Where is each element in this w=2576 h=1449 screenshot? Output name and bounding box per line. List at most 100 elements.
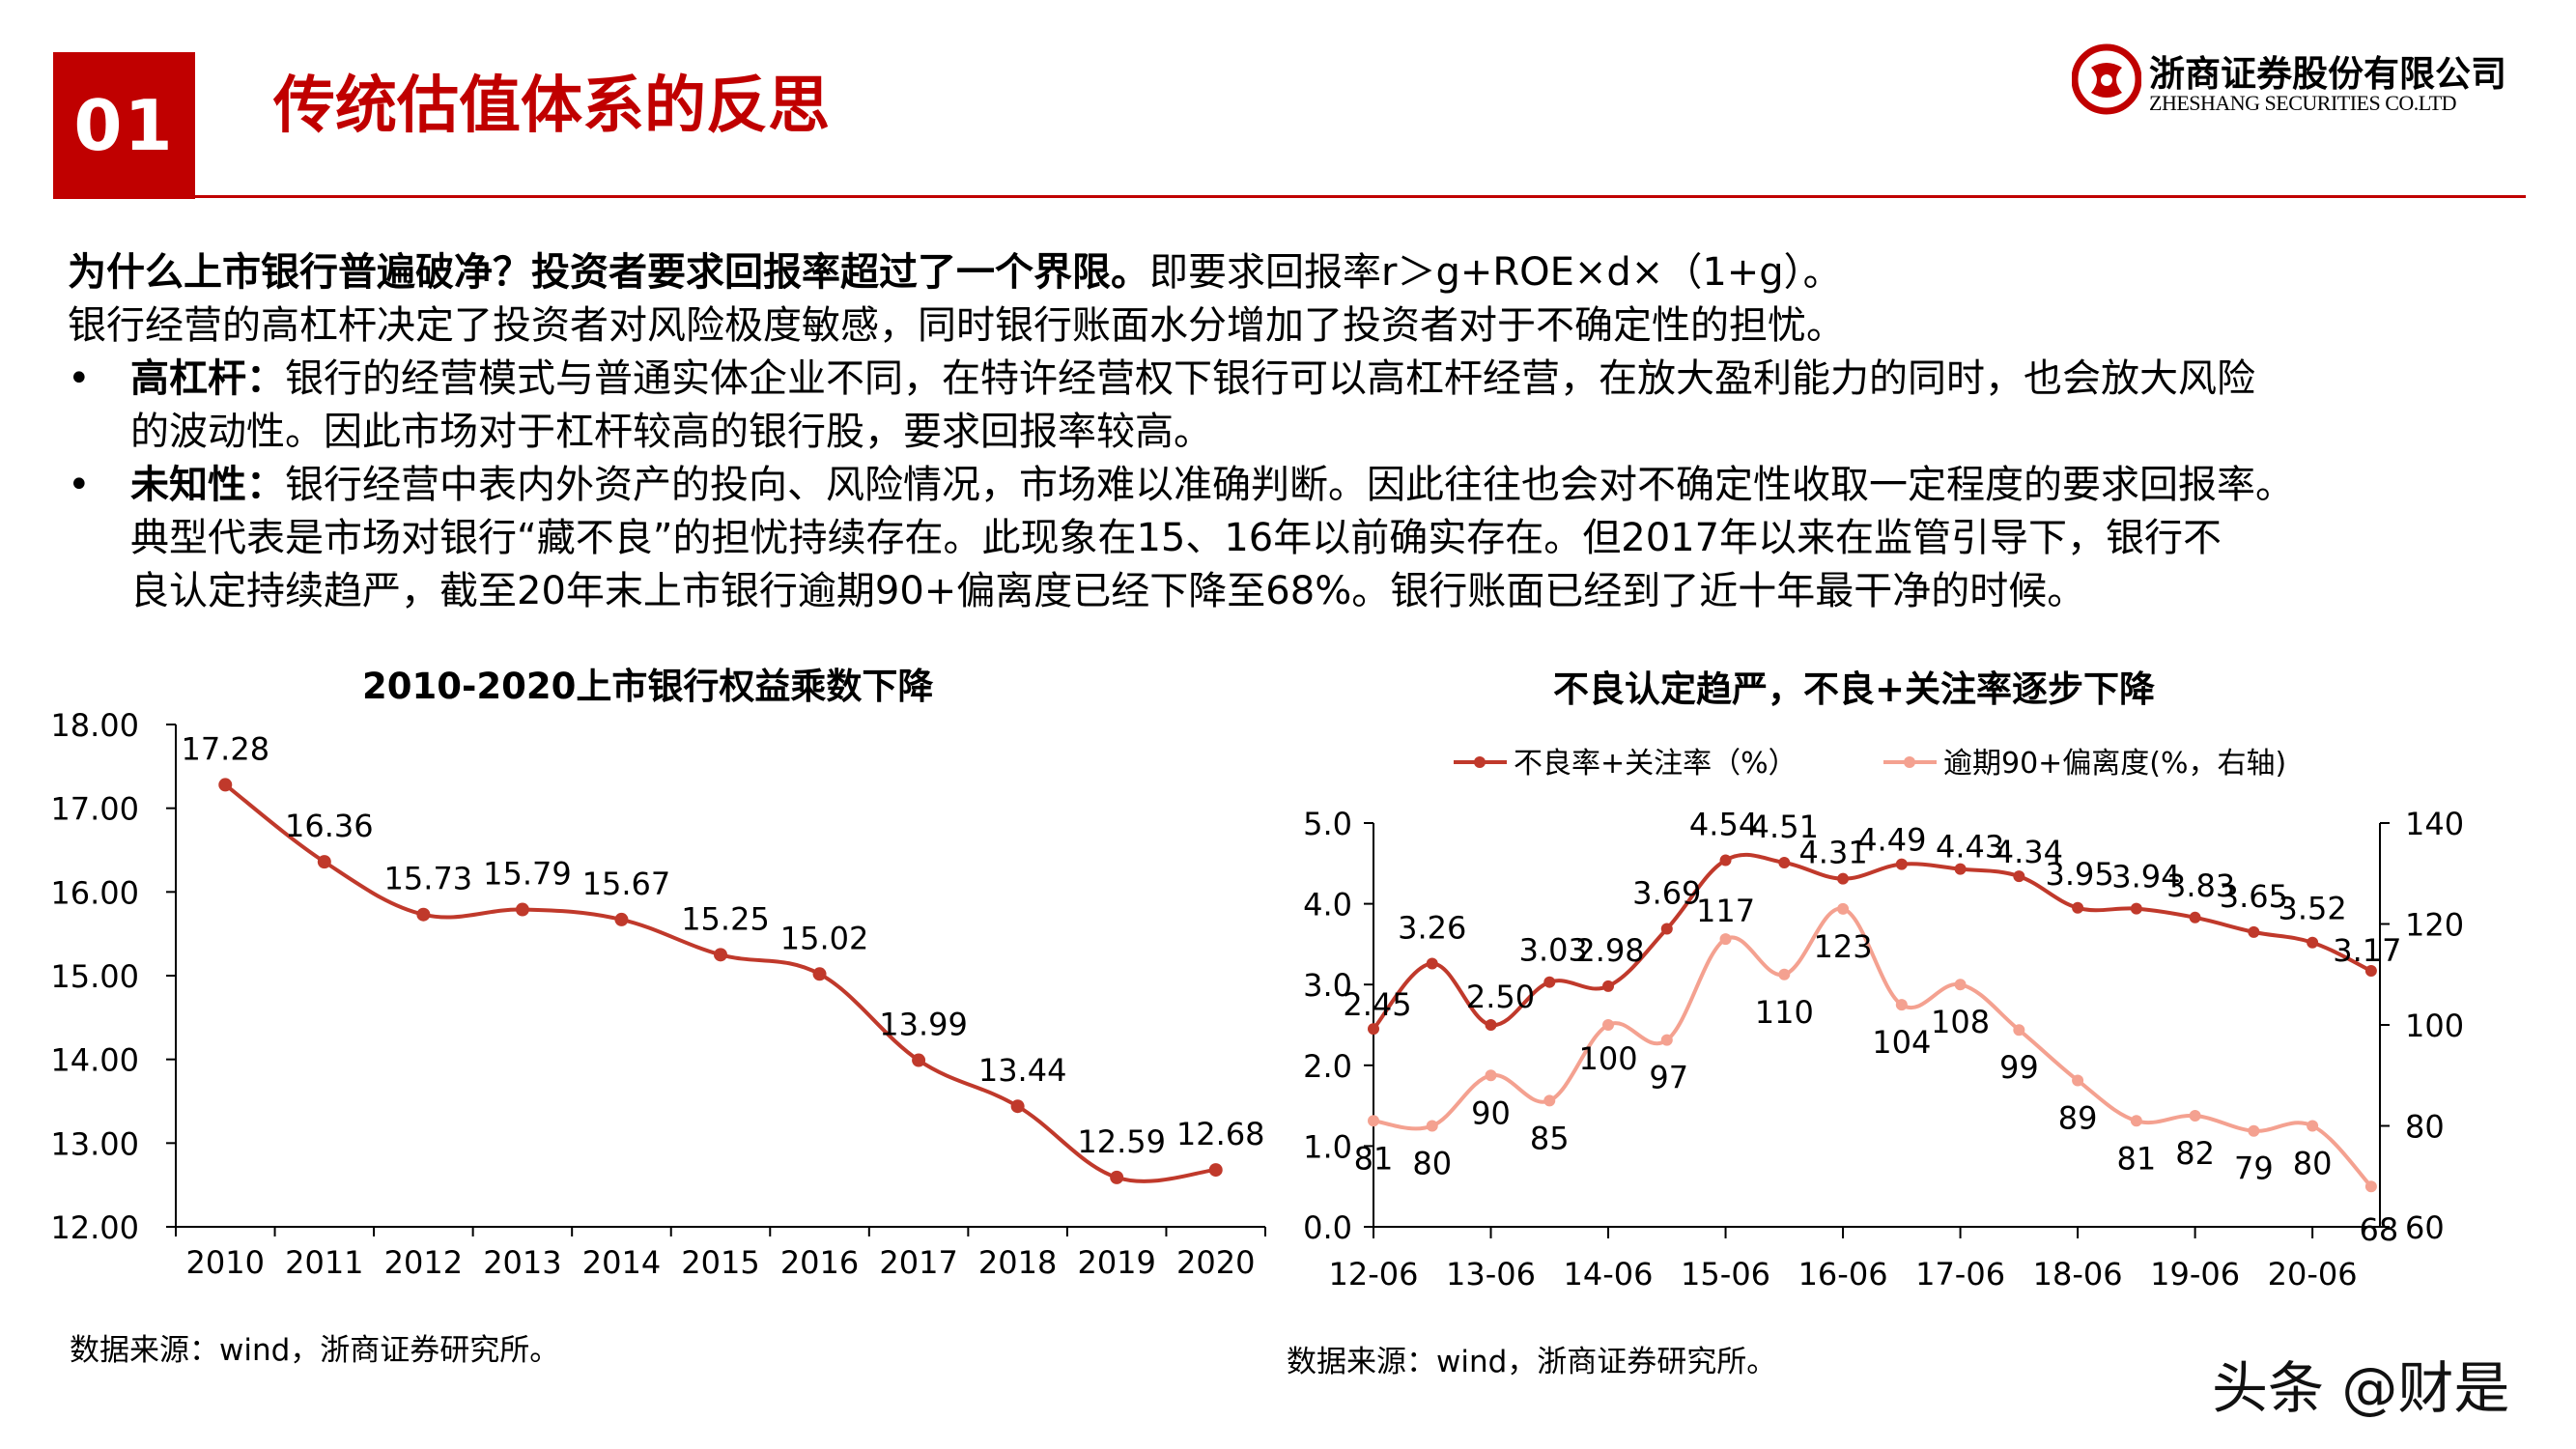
data-label-0: 4.31 [1798,835,1867,871]
data-point-1 [2248,1124,2260,1137]
data-label-0: 4.49 [1857,822,1926,859]
x-tick-label: 20-06 [2268,1256,2358,1293]
chart-1-source: 数据来源：wind，浙商证券研究所。 [70,1333,560,1368]
data-point-0 [1837,872,1850,885]
data-point-1 [1837,902,1850,915]
chart-1-equity-multiplier: 18.00 17.00 16.00 15.00 14.00 13.00 12.00 2010 2… [50,707,1266,1281]
logo-english-name: ZHESHANG SECURITIES CO.LTD [2149,91,2457,115]
data-point-1 [1368,1115,1379,1127]
bullet-uncertainty: • 未知性：银行经营中表内外资产的投向、风险情况，市场难以准确判断。因此往往也会… [68,459,2540,512]
y-tick-label: 16.00 [50,874,139,911]
left-tick-label: 5.0 [1303,806,1352,842]
x-tick-label: 14-06 [1564,1256,1654,1293]
data-point-0 [1602,980,1615,992]
data-point [614,912,629,926]
bullet-1-line-1: 银行的经营模式与普通实体企业不同，在特许经营权下银行可以高杠杆经营，在放大盈利能… [285,356,2255,401]
data-label: 15.73 [384,861,473,897]
data-label-0: 4.34 [1995,834,2063,870]
data-point-1 [2364,1180,2377,1193]
x-tick-label: 2018 [978,1244,1057,1281]
legend-label: 不良率+关注率（%） [1514,747,1798,781]
data-label-1: 99 [1999,1049,2039,1086]
x-tick-label: 16-06 [1798,1256,1888,1293]
bullet-icon: • [68,356,91,401]
data-label: 15.25 [681,900,770,937]
text-line-1-rest: 即要求回报率r＞g+ROE×d×（1+g）。 [1149,250,1842,295]
data-point-0 [1778,856,1791,868]
right-tick-label: 60 [2405,1209,2445,1246]
data-point-0 [1543,976,1556,988]
data-point [416,907,431,922]
data-point-1 [1895,999,1908,1011]
data-label-1: 97 [1649,1060,1688,1096]
data-label-1: 90 [1471,1094,1511,1131]
data-point-0 [2189,911,2201,923]
x-tick-label: 19-06 [2150,1256,2240,1293]
data-point-0 [2072,901,2084,914]
data-point-0 [1426,957,1438,970]
right-tick-label: 100 [2405,1008,2464,1044]
bullet-2-line-3: 良认定持续趋严，截至20年末上市银行逾期90+偏离度已经下降至68%。银行账面已… [130,569,2086,613]
bullet-1-heading: 高杠杆： [130,356,285,401]
data-label-1: 79 [2234,1151,2274,1187]
data-label-1: 123 [1814,928,1873,965]
data-point-1 [1543,1094,1556,1107]
data-point-1 [1778,968,1791,980]
data-point [1010,1099,1025,1114]
data-point [317,855,331,869]
y-tick-label: 14.00 [50,1042,139,1079]
data-point [1208,1163,1223,1178]
data-label-1: 68 [2360,1211,2399,1248]
data-label: 15.67 [582,866,671,902]
data-label-0: 3.69 [1632,875,1701,912]
data-label: 16.36 [285,808,374,844]
data-point-1 [2072,1074,2084,1087]
legend-marker [1474,756,1486,768]
data-label-0: 3.17 [2333,932,2401,969]
zheshang-logo-icon [2072,43,2141,115]
series-line [224,782,1216,1183]
data-point-0 [1895,858,1908,870]
data-point-1 [2013,1024,2025,1037]
bullet-1-line-2: 的波动性。因此市场对于杠杆较高的银行股，要求回报率较高。 [130,410,1212,454]
data-point-0 [2364,964,2377,977]
data-point [218,778,233,792]
x-tick-label: 15-06 [1681,1256,1770,1293]
data-label-1: 85 [1530,1120,1570,1156]
data-label: 12.68 [1176,1116,1265,1152]
data-label-0: 2.45 [1343,986,1411,1023]
data-label-0: 3.95 [2045,856,2113,893]
data-label-0: 3.52 [2279,891,2347,927]
left-tick-label: 3.0 [1303,967,1352,1004]
data-point-0 [2130,902,2142,915]
data-label-1: 108 [1931,1004,1990,1040]
y-tick-label: 17.00 [50,791,139,828]
page-title: 传统估值体系的反思 [273,71,830,142]
x-tick-label: 2017 [879,1244,957,1281]
data-point [714,948,727,962]
data-label: 15.79 [483,856,572,893]
data-label-0: 3.03 [1519,932,1588,969]
data-label-1: 100 [1578,1040,1637,1077]
chart-2-npl-ratio: 5.0 4.0 3.0 2.0 1.0 0.0 140 120 100 80 60 12-06 13-0… [1303,747,2464,1293]
text-line-2: 银行经营的高杠杆决定了投资者对风险极度敏感，同时银行账面水分增加了投资者对于不确… [68,303,1845,348]
section-number: 01 [53,52,195,199]
data-point-0 [1368,1023,1379,1036]
x-tick-label: 2013 [483,1244,561,1281]
data-point-0 [2248,925,2260,938]
data-label-1: 81 [1354,1140,1394,1177]
x-tick-label: 17-06 [1915,1256,2005,1293]
right-tick-label: 140 [2405,806,2464,842]
bullet-high-leverage: • 高杠杆：银行的经营模式与普通实体企业不同，在特许经营权下银行可以高杠杆经营，… [68,353,2540,406]
data-label: 17.28 [181,730,269,767]
x-tick-label: 18-06 [2033,1256,2123,1293]
x-tick-label: 2012 [384,1244,463,1281]
data-label-1: 89 [2058,1099,2098,1136]
chart-2-title: 不良认定趋严，不良+关注率逐步下降 [1553,668,2156,710]
data-label-0: 3.94 [2111,859,2180,895]
data-point-0 [1954,863,1967,875]
data-label-0: 4.51 [1750,809,1819,845]
left-tick-label: 0.0 [1303,1209,1352,1246]
logo-chinese-name: 浙商证券股份有限公司 [2149,53,2506,95]
data-point-1 [1485,1069,1497,1082]
